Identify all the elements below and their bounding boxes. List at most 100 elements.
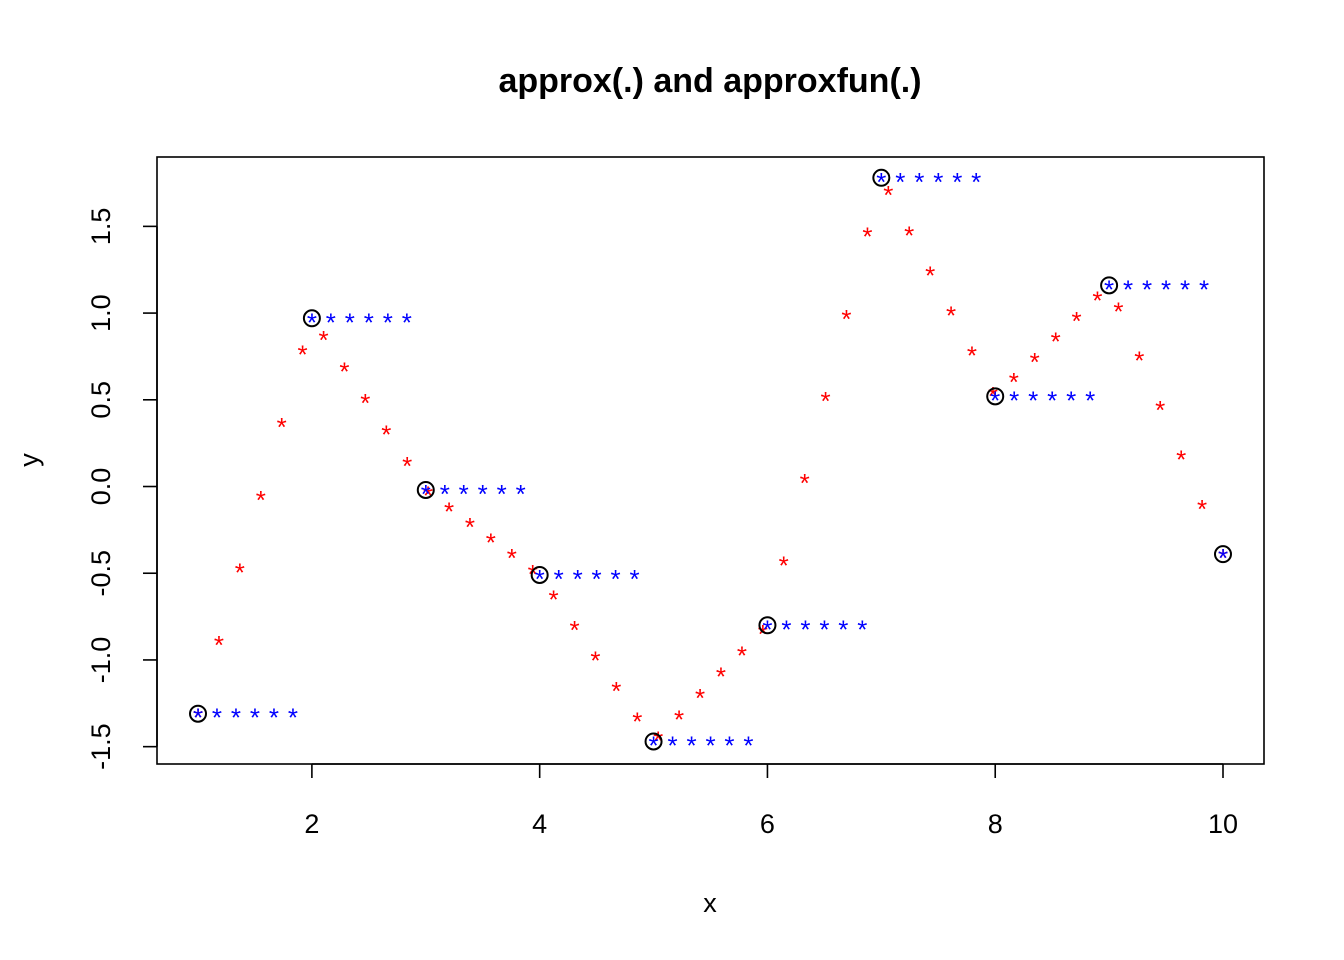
linear-interp-point: *	[1197, 494, 1207, 524]
constant-interp-point: *	[326, 307, 336, 337]
linear-interp-point: *	[946, 301, 956, 331]
constant-interp-point: *	[667, 730, 677, 760]
linear-interp-point: *	[318, 325, 328, 355]
constant-interp-point: *	[819, 614, 829, 644]
data-point	[189, 704, 207, 723]
linear-interp-point: *	[214, 630, 224, 660]
constant-interp-point: *	[933, 167, 943, 197]
x-tick-label: 10	[1208, 809, 1238, 839]
constant-interp-point: *	[364, 307, 374, 337]
linear-interp-point: *	[611, 676, 621, 706]
constant-interp-point: *	[990, 385, 1000, 415]
x-tick-label: 4	[532, 809, 547, 839]
data-point	[986, 387, 1005, 406]
x-axis: 2 4 6 8 10	[304, 763, 1238, 839]
linear-interp-point: *	[256, 485, 266, 515]
linear-interp-point: *	[883, 180, 893, 210]
linear-interp-point: *	[193, 703, 203, 733]
linear-interp-point: *	[360, 388, 370, 418]
linear-interp-point: *	[1030, 347, 1040, 377]
constant-interp-point: *	[895, 167, 905, 197]
constant-interp-point: *	[1218, 543, 1228, 573]
constant-interp-point: *	[573, 564, 583, 594]
linear-interp-point: *	[841, 304, 851, 334]
constant-interp-point: *	[231, 703, 241, 733]
linear-interp-point: *	[632, 707, 642, 737]
constant-interp-point: *	[781, 614, 791, 644]
linear-interp-point: *	[737, 640, 747, 670]
linear-interp-point: *	[1176, 444, 1186, 474]
linear-interp-point: *	[235, 557, 245, 587]
linear-interp-point: *	[1155, 395, 1165, 425]
x-axis-label: x	[703, 888, 717, 918]
linear-interp-point: *	[569, 615, 579, 645]
constant-interp-point: *	[402, 307, 412, 337]
y-tick-label: 0.5	[86, 381, 116, 419]
constant-interp-point: *	[478, 479, 488, 509]
linear-interp-point: *	[820, 386, 830, 416]
constant-interp-point: *	[1199, 274, 1209, 304]
data-point	[644, 732, 663, 751]
linear-interp-point: *	[1051, 326, 1061, 356]
constant-interp-point: *	[516, 479, 526, 509]
data-point	[530, 565, 549, 584]
constant-interp-point: *	[1161, 274, 1171, 304]
x-tick-label: 6	[760, 809, 775, 839]
y-tick-label: 1.5	[86, 208, 116, 246]
constant-interp-point: *	[705, 730, 715, 760]
constant-interp-point: *	[686, 730, 696, 760]
constant-interp-point: *	[952, 167, 962, 197]
linear-interp-point: *	[402, 451, 412, 481]
y-tick-label: -1.5	[86, 723, 116, 770]
constant-interp-point: *	[193, 703, 203, 733]
linear-interp-point: *	[758, 619, 768, 649]
constant-interp-point: *	[1142, 274, 1152, 304]
linear-interp-point: *	[779, 550, 789, 580]
linear-interp-point: *	[1113, 296, 1123, 326]
linear-interp-point: *	[423, 481, 433, 511]
constant-interp-point: *	[762, 614, 772, 644]
linear-interp-point: *	[507, 543, 517, 573]
linear-interp-point: *	[465, 512, 475, 542]
constant-interp-point: *	[440, 479, 450, 509]
constant-interp-point: *	[1085, 385, 1095, 415]
constant-interp-point: *	[611, 564, 621, 594]
data-point	[1214, 545, 1232, 564]
constant-interp-point: *	[288, 703, 298, 733]
x-tick-label: 2	[304, 809, 319, 839]
constant-interp-point: *	[459, 479, 469, 509]
linear-interp-point: *	[674, 704, 684, 734]
constant-interp-point: *	[838, 614, 848, 644]
y-axis: -1.5 -1.0 -0.5 0.0 0.5 1.0 1.5	[86, 208, 158, 770]
constant-interp-point: *	[914, 167, 924, 197]
linear-interp-point: *	[695, 683, 705, 713]
y-tick-label: 1.0	[86, 294, 116, 332]
constant-interp-point: *	[212, 703, 222, 733]
plot-marks: ****** ********************************* *…	[189, 167, 1232, 760]
y-axis-label: y	[14, 453, 44, 467]
constant-interp-point: *	[1047, 385, 1057, 415]
constant-interp-point: *	[592, 564, 602, 594]
linear-interp-point: *	[298, 340, 308, 370]
constant-interp-point: *	[648, 730, 658, 760]
linear-interp-point: *	[1009, 367, 1019, 397]
linear-interp-point: *	[486, 528, 496, 558]
constant-interp-point: *	[876, 167, 886, 197]
constant-interp-point: *	[1123, 274, 1133, 304]
linear-interp-point: *	[1134, 346, 1144, 376]
linear-interp-point: *	[716, 662, 726, 692]
constant-interp-point: *	[383, 307, 393, 337]
data-point	[758, 616, 777, 635]
linear-interp-point: *	[1218, 543, 1228, 573]
constant-interp-point: *	[554, 564, 564, 594]
linear-interp-point: *	[549, 584, 559, 614]
constant-interp-point: *	[1180, 274, 1190, 304]
constant-interp-point: *	[1028, 385, 1038, 415]
linear-interp-point: *	[988, 381, 998, 411]
linear-interp-point: *	[381, 419, 391, 449]
y-tick-label: 0.0	[86, 468, 116, 506]
linear-interp-point: *	[1092, 286, 1102, 316]
constant-interp-point: *	[1009, 385, 1019, 415]
constant-interp-point: *	[421, 479, 431, 509]
